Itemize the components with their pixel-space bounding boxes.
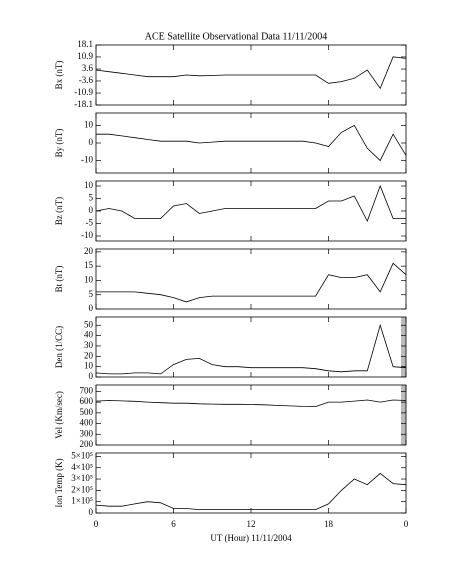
y-tick-label: 200: [80, 439, 94, 449]
y-axis-label: Den (1/CC): [54, 326, 64, 368]
y-tick-label: 3.6: [82, 63, 94, 73]
y-tick-label: 10: [84, 274, 94, 284]
data-line: [95, 472, 407, 510]
y-tick-label: 10: [84, 180, 94, 190]
y-tick-label: 0: [89, 137, 94, 147]
y-axis-label: By (nT): [54, 129, 64, 158]
y-tick-label: -10: [81, 230, 93, 240]
data-line: [95, 56, 407, 90]
y-tick-label: 10.9: [77, 51, 93, 61]
y-tick-label: 15: [84, 260, 94, 270]
y-tick-label: 300: [80, 428, 94, 438]
x-tick-label: 18: [324, 519, 334, 529]
x-tick-label: 0: [404, 519, 409, 529]
data-line: [95, 323, 407, 375]
y-tick-label: 0: [89, 303, 94, 313]
y-tick-label: 0: [89, 507, 94, 517]
data-line: [96, 124, 407, 162]
y-tick-label: -3.6: [79, 75, 94, 85]
y-axis-label: Ion Temp (K): [54, 458, 64, 507]
x-tick-label: 6: [171, 519, 176, 529]
y-tick-label: 500: [80, 407, 94, 417]
y-tick-label: 18.1: [77, 39, 93, 49]
data-line: [95, 184, 406, 222]
y-tick-label: 700: [80, 385, 94, 395]
x-axis-label: UT (Hour) 11/11/2004: [210, 533, 292, 543]
y-tick-label: 3×10⁵: [71, 473, 93, 483]
y-axis-label: Bx (nT): [54, 61, 64, 90]
y-tick-label: 2×10⁵: [71, 484, 93, 494]
y-tick-label: -10.9: [74, 87, 93, 97]
data-line: [95, 399, 407, 408]
y-tick-label: 5×10⁵: [71, 450, 93, 460]
y-tick-label: 0: [89, 205, 94, 215]
y-tick-label: -5: [86, 218, 94, 228]
y-tick-label: 0: [89, 371, 94, 381]
chart-title: ACE Satellite Observational Data 11/11/2…: [145, 31, 328, 42]
y-tick-label: -18.1: [74, 99, 93, 109]
x-tick-label: 0: [94, 519, 99, 529]
y-tick-label: -10: [81, 155, 93, 165]
y-tick-label: 20: [84, 350, 94, 360]
y-tick-label: 10: [84, 119, 94, 129]
y-tick-label: 40: [84, 330, 94, 340]
x-tick-label: 12: [247, 519, 256, 529]
y-tick-label: 20: [84, 246, 94, 256]
data-gap-shade: [401, 385, 406, 445]
y-axis-label: Bz (nT): [54, 197, 64, 225]
y-tick-label: 5: [89, 193, 94, 203]
y-tick-label: 600: [80, 396, 94, 406]
y-tick-label: 30: [84, 340, 94, 350]
y-tick-label: 1×10⁵: [71, 496, 93, 506]
y-tick-label: 5: [89, 289, 94, 299]
y-tick-label: 400: [80, 418, 94, 428]
data-line: [96, 262, 407, 303]
y-tick-label: 50: [84, 319, 94, 329]
y-tick-label: 10: [84, 361, 94, 371]
y-tick-label: 4×10⁵: [71, 462, 93, 472]
data-gap-shade: [401, 317, 406, 377]
y-axis-label: Bt (nT): [54, 266, 64, 293]
y-axis-label: Vel (Km/sec): [54, 391, 64, 439]
